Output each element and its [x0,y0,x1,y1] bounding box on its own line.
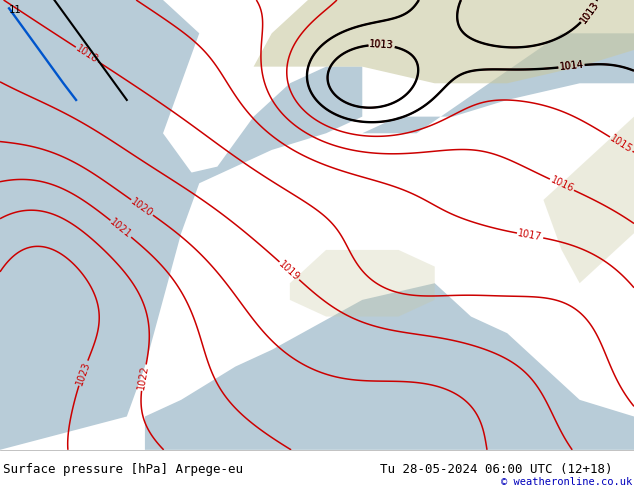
Text: 1022: 1022 [136,365,151,391]
Text: 1014: 1014 [559,60,584,73]
Text: 1019: 1019 [277,259,302,283]
Text: Surface pressure [hPa] Arpege-eu: Surface pressure [hPa] Arpege-eu [3,463,243,476]
Text: 1013: 1013 [369,40,394,51]
Text: 1016: 1016 [548,175,575,195]
Text: Tu 28-05-2024 06:00 UTC (12+18): Tu 28-05-2024 06:00 UTC (12+18) [380,463,613,476]
Text: 1013: 1013 [578,0,600,25]
Polygon shape [145,283,634,450]
Text: 1015: 1015 [608,133,634,155]
Text: 1021: 1021 [108,217,134,240]
Text: 1023: 1023 [74,360,92,387]
Text: 1018: 1018 [74,44,100,65]
Polygon shape [0,0,199,450]
Text: 1017: 1017 [517,228,543,243]
Text: 1013: 1013 [369,40,394,51]
Text: 1014: 1014 [559,60,584,73]
Polygon shape [145,67,362,183]
Polygon shape [362,33,634,133]
Polygon shape [254,0,634,83]
Polygon shape [290,250,435,317]
Text: © weatheronline.co.uk: © weatheronline.co.uk [501,477,633,487]
Text: 1020: 1020 [129,196,155,219]
Text: 11: 11 [9,5,22,15]
Text: 1013: 1013 [578,0,600,25]
Polygon shape [543,117,634,283]
